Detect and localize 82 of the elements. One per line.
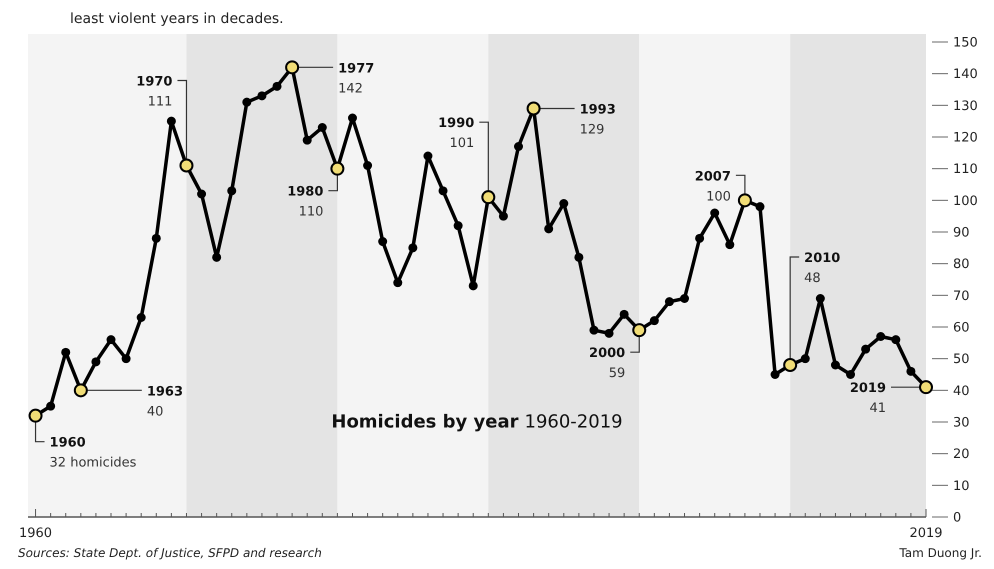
point <box>318 123 327 132</box>
point <box>830 360 840 370</box>
point <box>454 221 463 230</box>
point <box>408 243 418 252</box>
y-tick-label: 130 <box>953 98 978 114</box>
point <box>664 297 674 306</box>
point <box>166 116 176 126</box>
y-tick-label: 120 <box>953 130 978 146</box>
point <box>816 294 825 303</box>
point <box>348 114 357 122</box>
y-tick-label: 110 <box>953 162 978 178</box>
point <box>393 278 402 288</box>
annotation: 1980 110 <box>287 184 324 220</box>
annotation: 2010 48 <box>804 251 840 286</box>
point <box>212 252 222 262</box>
point <box>468 281 478 290</box>
annotation: 2007 100 <box>694 169 731 204</box>
y-tick-label: 140 <box>953 67 978 82</box>
point <box>514 142 524 151</box>
annotation: 1993 129 <box>580 102 616 138</box>
y-tick-label: 20 <box>953 447 970 462</box>
point <box>770 370 780 379</box>
point <box>710 208 720 218</box>
point <box>544 224 554 234</box>
point <box>242 98 252 107</box>
y-tick-label: 100 <box>953 194 978 209</box>
y-tick-label: 70 <box>953 288 970 304</box>
point <box>91 357 100 366</box>
text: Homicides by year 1960-2019 <box>331 412 623 433</box>
annotation: 1990 101 <box>438 116 474 152</box>
point <box>122 354 131 364</box>
annotation: 1960 32 homicides <box>50 436 137 471</box>
point <box>755 202 764 212</box>
point <box>680 294 690 303</box>
point <box>861 344 870 354</box>
point <box>800 354 810 364</box>
point <box>906 366 916 376</box>
chart-subtitle: least violent years in decades. <box>70 11 284 27</box>
point <box>257 91 266 100</box>
annotation: 2000 59 <box>589 346 626 382</box>
point <box>302 136 312 145</box>
point <box>559 199 568 208</box>
annotation: 1963 40 <box>146 384 184 420</box>
y-tick-label: 30 <box>953 416 970 431</box>
point <box>604 328 614 338</box>
point <box>891 335 900 344</box>
y-tick-label: 0 <box>953 510 962 526</box>
x-tick-label: 1960 <box>19 526 52 541</box>
point <box>197 190 206 198</box>
y-tick-label: 150 <box>953 36 978 51</box>
y-tick-label: 40 <box>953 384 970 399</box>
point <box>61 348 70 357</box>
point <box>378 237 388 246</box>
point <box>227 186 236 196</box>
point <box>438 186 448 196</box>
point <box>695 234 704 243</box>
y-tick-label: 60 <box>953 320 970 336</box>
y-tick-label: 50 <box>953 352 970 368</box>
y-tick-label: 10 <box>953 478 970 494</box>
point <box>106 335 116 344</box>
y-tick-label: 80 <box>953 257 970 272</box>
point <box>136 313 146 322</box>
annotation: 1970 111 <box>136 74 172 110</box>
point <box>363 161 372 170</box>
point <box>272 82 282 91</box>
text: Tam Duong Jr. <box>898 546 982 560</box>
x-tick-label: 2019 <box>909 526 943 541</box>
point <box>498 212 508 221</box>
point <box>574 252 584 262</box>
annotation: 1977 142 <box>338 61 374 96</box>
point <box>46 402 56 411</box>
y-tick-label: 90 <box>953 226 970 241</box>
point <box>423 152 432 160</box>
point <box>876 332 886 341</box>
point <box>725 240 734 250</box>
source-note: Sources: State Dept. of Justice, SFPD and research <box>18 546 322 560</box>
point <box>846 370 856 379</box>
annotation: 2019 41 <box>850 381 886 416</box>
point <box>650 316 659 326</box>
point <box>620 310 629 319</box>
point <box>589 326 598 335</box>
point <box>152 234 161 243</box>
